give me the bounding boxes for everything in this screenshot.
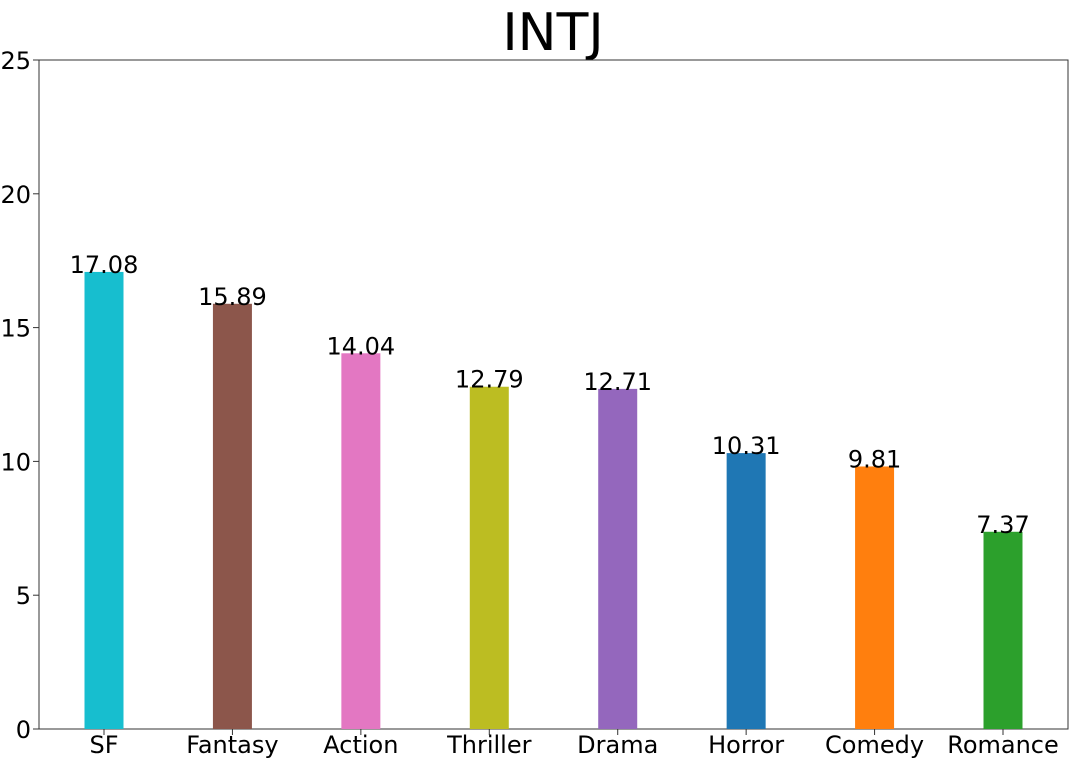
x-tick-label-comedy: Comedy	[825, 731, 924, 759]
x-tick-label-fantasy: Fantasy	[186, 731, 278, 759]
value-label-fantasy: 15.89	[198, 283, 267, 311]
bar-sf	[84, 271, 124, 729]
x-tick-label-drama: Drama	[577, 731, 658, 759]
x-tick-label-romance: Romance	[947, 731, 1059, 759]
x-tick-label-action: Action	[323, 731, 398, 759]
value-labels-group: 17.08 15.89 14.04 12.79 12.71 10.31 9.81 7.37	[70, 251, 1030, 539]
y-tick-label: 10	[0, 448, 31, 476]
x-axis: SF Fantasy Action Thriller Drama Horror Comedy…	[89, 729, 1059, 759]
x-tick-label-thriller: Thriller	[446, 731, 532, 759]
y-tick-label: 25	[0, 47, 31, 75]
bar-fantasy	[212, 303, 252, 729]
value-label-romance: 7.37	[976, 511, 1029, 539]
bar-drama	[598, 388, 638, 729]
y-tick-label: 20	[0, 181, 31, 209]
value-label-thriller: 12.79	[455, 366, 524, 394]
bar-comedy	[855, 466, 895, 729]
y-tick-label: 0	[16, 716, 31, 744]
y-tick-label: 15	[0, 315, 31, 343]
y-tick-label: 5	[16, 582, 31, 610]
value-label-horror: 10.31	[712, 432, 781, 460]
value-label-comedy: 9.81	[848, 445, 901, 473]
y-axis: 0 5 10 15 20 25	[0, 47, 39, 744]
value-label-drama: 12.71	[583, 368, 652, 396]
chart-title: INTJ	[502, 3, 603, 63]
bar-romance	[983, 531, 1023, 729]
plot-area-frame	[38, 59, 1069, 730]
bar-action	[341, 353, 381, 729]
x-tick-label-horror: Horror	[708, 731, 784, 759]
bars-group	[84, 271, 1023, 729]
bar-thriller	[469, 386, 509, 729]
bar-horror	[726, 453, 766, 729]
value-label-action: 14.04	[326, 332, 395, 360]
x-tick-label-sf: SF	[89, 731, 118, 759]
value-label-sf: 17.08	[70, 251, 139, 279]
